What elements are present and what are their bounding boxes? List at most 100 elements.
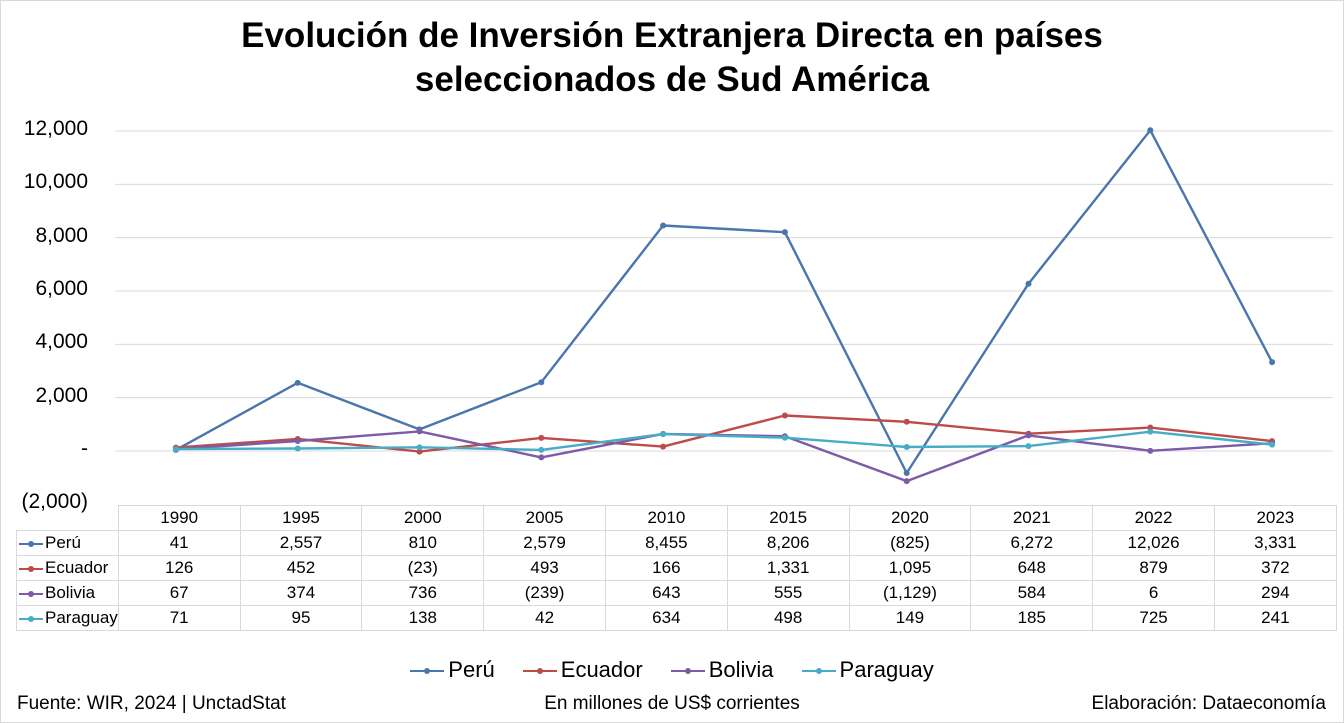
- category-header: 2023: [1213, 505, 1337, 531]
- chart-title-line-2: seleccionados de Sud América: [414, 60, 930, 99]
- category-header: 2000: [361, 505, 485, 531]
- legend-item: Ecuador: [522, 657, 643, 683]
- legend-item: Paraguay: [801, 657, 934, 683]
- category-header: 2005: [483, 505, 606, 531]
- category-header: 2021: [970, 505, 1094, 531]
- table-cell: 67: [117, 580, 241, 606]
- table-cell: 1,095: [848, 555, 972, 581]
- data-point: [538, 434, 545, 441]
- table-cell: 241: [1213, 605, 1337, 631]
- table-cell: 294: [1213, 580, 1337, 606]
- legend-key-icon: [19, 614, 43, 624]
- table-cell: 71: [117, 605, 241, 631]
- table-cell: 810: [361, 530, 485, 556]
- y-tick-label: 2,000: [35, 383, 88, 407]
- table-cell: 6: [1092, 580, 1215, 606]
- data-table: 1990 1995 2000 2005 2010 2015 2020 2021 2022 2023…: [16, 505, 1337, 631]
- legend-label: Paraguay: [839, 657, 934, 682]
- table-cell: 584: [970, 580, 1094, 606]
- y-tick-label: 4,000: [35, 330, 88, 354]
- data-point: [294, 445, 301, 452]
- row-header: Perú: [16, 530, 119, 556]
- y-tick-label: 8,000: [35, 223, 88, 247]
- data-point: [294, 379, 301, 386]
- y-tick-label: -: [81, 437, 88, 460]
- table-cell: (825): [848, 530, 972, 556]
- data-point: [538, 446, 545, 453]
- row-header: Ecuador: [16, 555, 119, 581]
- category-header: 2020: [848, 505, 972, 531]
- table-cell: 126: [117, 555, 241, 581]
- data-point: [1147, 447, 1154, 454]
- row-header: Bolivia: [16, 580, 119, 606]
- table-cell: 3,331: [1213, 530, 1337, 556]
- table-cell: 2,557: [239, 530, 363, 556]
- series-name: Ecuador: [45, 558, 109, 577]
- category-header: 1990: [117, 505, 241, 531]
- data-point: [1269, 441, 1276, 448]
- legend-label: Bolivia: [708, 657, 774, 682]
- table-cell: (239): [483, 580, 606, 606]
- row-header: Paraguay: [16, 605, 119, 631]
- legend-key-icon: [19, 564, 43, 574]
- legend-key-icon: [522, 666, 557, 676]
- table-cell: (1,129): [848, 580, 972, 606]
- table-row: Ecuador 126 452 (23) 493 166 1,331 1,095 648 879 3…: [16, 555, 1337, 581]
- table-cell: 736: [361, 580, 485, 606]
- table-cell: 879: [1092, 555, 1215, 581]
- legend-key-icon: [19, 589, 43, 599]
- y-tick-label: 12,000: [23, 117, 88, 140]
- chart-title-line-1: Evolución de Inversión Extranjera Direct…: [241, 16, 1103, 55]
- units-note: En millones de US$ corrientes: [544, 693, 800, 714]
- table-corner: [16, 505, 119, 531]
- data-point: [538, 454, 545, 461]
- data-point: [416, 448, 423, 455]
- series-line-1: [175, 414, 1273, 453]
- data-point: [660, 443, 667, 450]
- table-cell: 12,026: [1092, 530, 1215, 556]
- table-cell: 648: [970, 555, 1094, 581]
- table-cell: 95: [239, 605, 363, 631]
- data-point: [903, 470, 910, 476]
- data-point: [538, 379, 545, 386]
- table-cell: 372: [1213, 555, 1337, 581]
- table-cell: 42: [483, 605, 606, 631]
- data-point: [903, 418, 910, 425]
- table-cell: 166: [604, 555, 728, 581]
- data-point: [660, 222, 667, 229]
- legend-key-icon: [801, 666, 836, 676]
- data-point: [1025, 280, 1032, 287]
- series-line-3: [175, 430, 1273, 452]
- legend-key-icon: [410, 666, 445, 676]
- legend-label: Ecuador: [560, 657, 643, 682]
- series-name: Perú: [45, 533, 81, 552]
- legend-label: Perú: [448, 657, 495, 682]
- table-cell: 452: [239, 555, 363, 581]
- legend-item: Perú: [410, 657, 495, 683]
- table-cell: 725: [1092, 605, 1215, 631]
- table-cell: 2,579: [483, 530, 606, 556]
- table-cell: 555: [726, 580, 850, 606]
- legend: Perú Ecuador Bolivia Paraguay: [0, 657, 1344, 683]
- table-cell: 6,272: [970, 530, 1094, 556]
- data-point: [781, 229, 788, 236]
- table-row: Paraguay 71 95 138 42 634 498 149 185 725 241: [16, 605, 1337, 631]
- table-cell: 634: [604, 605, 728, 631]
- chart-title: Evolución de Inversión Extranjera Direct…: [0, 14, 1344, 102]
- data-point: [903, 444, 910, 451]
- data-point: [781, 434, 788, 441]
- data-point: [1147, 127, 1154, 134]
- data-point: [416, 428, 423, 435]
- credit-note: Elaboración: Dataeconomía: [1091, 693, 1326, 714]
- table-cell: (23): [361, 555, 485, 581]
- category-header: 1995: [239, 505, 363, 531]
- legend-key-icon: [19, 539, 43, 549]
- data-point: [1025, 432, 1032, 439]
- category-header: 2015: [726, 505, 850, 531]
- data-point: [1025, 443, 1032, 450]
- data-point: [1269, 359, 1276, 366]
- data-point: [660, 431, 667, 438]
- series-lines: [172, 127, 1276, 485]
- table-header-row: 1990 1995 2000 2005 2010 2015 2020 2021 2022 2023: [16, 505, 1337, 531]
